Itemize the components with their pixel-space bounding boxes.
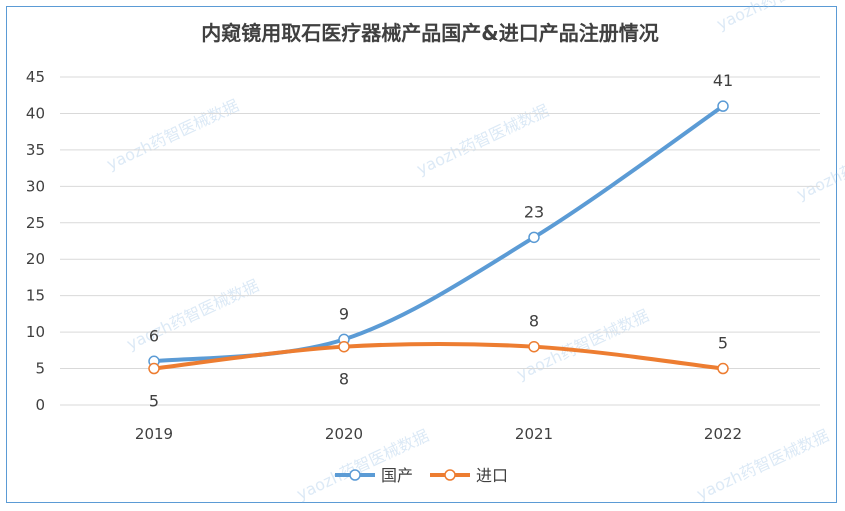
- watermark-text: yaozh药智医械数据: [414, 101, 552, 179]
- legend: 国产 进口: [335, 466, 508, 485]
- legend-item-1[interactable]: 国产: [335, 466, 413, 485]
- series-2-point: [717, 362, 729, 375]
- series-2-point: [338, 340, 350, 353]
- y-tick-label: 40: [26, 104, 45, 122]
- y-tick-label: 15: [26, 287, 45, 305]
- y-tick-label: 25: [26, 214, 45, 232]
- series-2-point: [528, 340, 540, 353]
- x-tick-label: 2022: [704, 425, 742, 443]
- data-label: 9: [339, 304, 349, 323]
- y-tick-label: 0: [35, 396, 45, 414]
- x-tick-label: 2021: [515, 425, 553, 443]
- legend-swatch-marker: [444, 469, 456, 481]
- y-tick-label: 35: [26, 141, 45, 159]
- data-label: 41: [713, 71, 733, 90]
- data-label: 5: [149, 392, 159, 411]
- series-line-2: [152, 341, 725, 371]
- series-2-point: [148, 362, 160, 375]
- data-label: 6: [149, 326, 159, 345]
- y-tick-label: 30: [26, 177, 45, 195]
- series-1-point: [717, 100, 729, 112]
- series-1-point: [528, 231, 540, 244]
- legend-label: 国产: [381, 466, 413, 485]
- watermark-text: yaozh药智医械数据: [104, 96, 242, 174]
- y-tick-label: 5: [35, 360, 45, 378]
- legend-swatch-marker: [349, 469, 361, 481]
- legend-label: 进口: [476, 466, 508, 485]
- data-label: 23: [524, 202, 544, 221]
- y-tick-label: 10: [26, 323, 45, 341]
- legend-item-2[interactable]: 进口: [430, 466, 508, 485]
- y-tick-label: 20: [26, 250, 45, 268]
- data-label: 8: [339, 370, 349, 389]
- data-label: 8: [529, 312, 539, 331]
- x-tick-label: 2020: [325, 425, 363, 443]
- y-tick-label: 45: [26, 68, 45, 86]
- x-axis: 2019 2020 2021 2022: [135, 425, 742, 443]
- y-axis: 0 5 10 15 20 25 30 35 40 45: [26, 68, 45, 414]
- watermark-text: yaozh药智医械数据: [714, 0, 845, 34]
- series-group: [148, 100, 729, 375]
- watermark-text: yaozh药智医械数据: [794, 126, 845, 204]
- data-label: 5: [718, 334, 728, 353]
- chart-title: 内窥镜用取石医疗器械产品国产&进口产品注册情况: [201, 21, 658, 45]
- data-labels: 6 9 23 41 5 8 8 5: [149, 71, 733, 410]
- x-tick-label: 2019: [135, 425, 173, 443]
- chart-frame: [6, 6, 837, 503]
- grid-lines: [60, 76, 820, 406]
- watermark-text: yaozh药智医械数据: [124, 276, 262, 354]
